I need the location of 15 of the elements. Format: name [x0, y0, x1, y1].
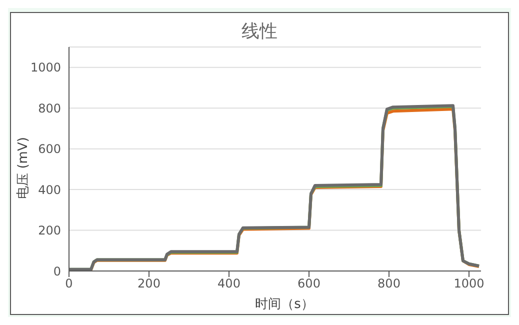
x-tick-label: 0	[65, 276, 73, 291]
y-tick-label: 0	[53, 264, 61, 278]
x-tick-label: 200	[138, 276, 160, 291]
y-tick-label: 1000	[30, 60, 61, 75]
y-tick-label: 400	[38, 182, 61, 197]
y-tick-label: 800	[38, 101, 61, 116]
x-tick-label: 600	[298, 276, 320, 291]
chart-title: 线性	[240, 20, 278, 44]
y-tick-label: 200	[38, 224, 61, 238]
x-tick-label: 800	[378, 276, 400, 291]
y-axis-title: 电压 (mV)	[15, 137, 32, 199]
y-tick-label: 600	[38, 142, 61, 156]
x-tick-label: 400	[218, 276, 240, 291]
x-tick-label: 1000	[454, 276, 484, 291]
x-axis-title: 时间（s）	[254, 296, 315, 313]
